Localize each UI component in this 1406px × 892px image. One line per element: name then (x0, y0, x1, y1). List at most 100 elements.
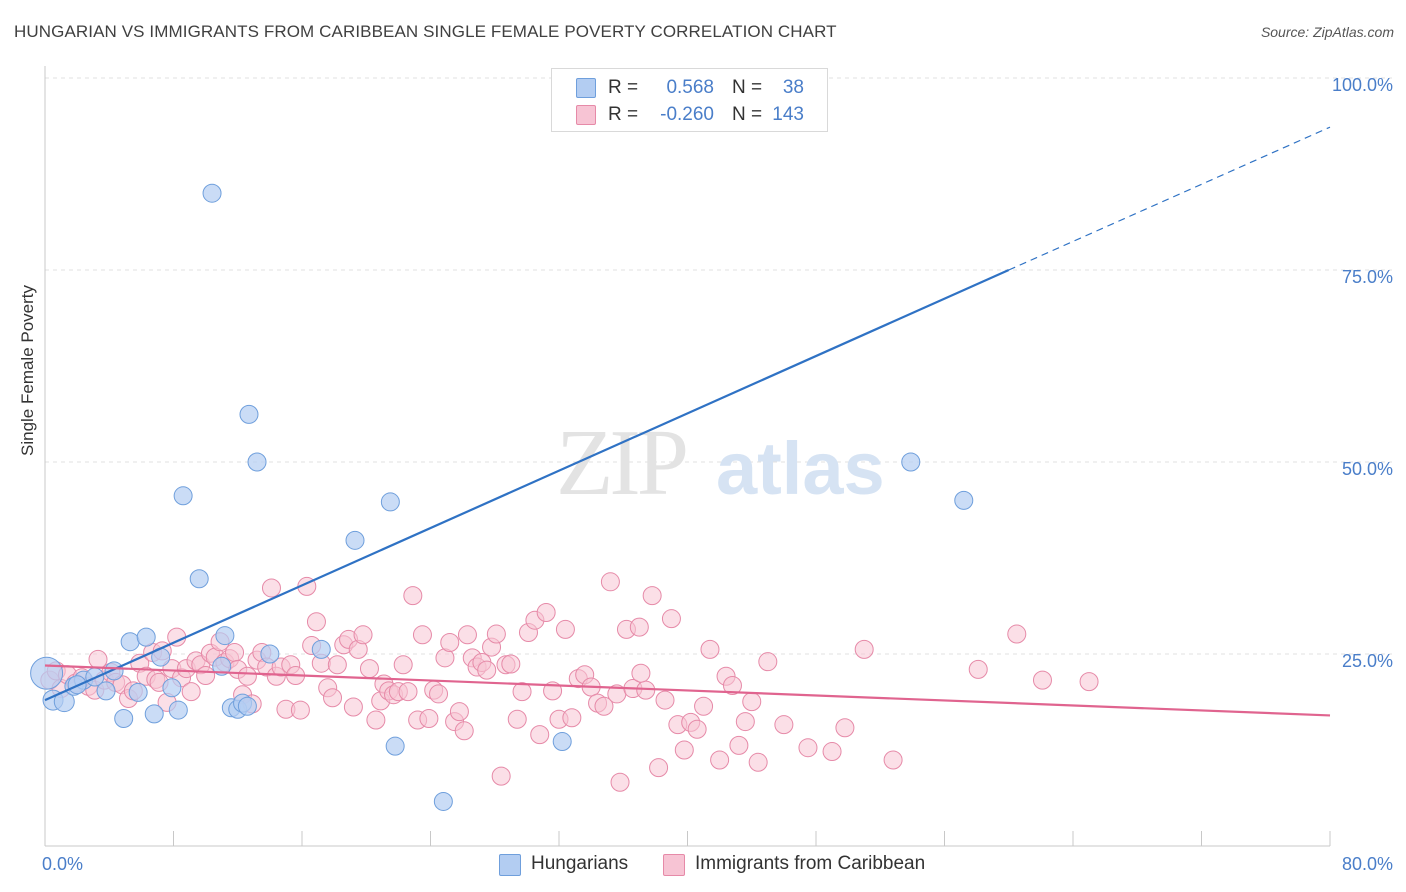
hungarian-trend-extension (1008, 126, 1331, 271)
y-tick-label: 50.0% (1342, 459, 1393, 479)
caribbean-point (729, 735, 749, 755)
caribbean-point (237, 666, 257, 686)
hungarian-point (173, 486, 193, 506)
legend-label: Immigrants from Caribbean (695, 853, 926, 874)
hungarian-point (136, 627, 156, 647)
stats-legend: R = 0.568 N = 38 R = -0.260 N = 143 (551, 68, 828, 132)
hungarian-point (237, 696, 257, 716)
hungarian-point (114, 709, 134, 729)
caribbean-point (359, 659, 379, 679)
caribbean-trend-line (44, 664, 1331, 717)
caribbean-points (40, 572, 1099, 792)
caribbean-point (774, 715, 794, 735)
caribbean-point (366, 710, 386, 730)
y-tick-label: 25.0% (1342, 651, 1393, 671)
caribbean-point (290, 700, 310, 720)
hungarian-point (345, 530, 365, 550)
watermark: ZIP atlas (556, 411, 885, 515)
caribbean-point (225, 642, 245, 662)
caribbean-point (512, 682, 532, 702)
caribbean-point (306, 612, 326, 632)
caribbean-point (440, 632, 460, 652)
hungarian-point (247, 452, 267, 472)
caribbean-point (454, 721, 474, 741)
caribbean-point (327, 655, 347, 675)
hungarian-point (128, 682, 148, 702)
legend-label: Hungarians (531, 853, 629, 874)
caribbean-point (403, 586, 423, 606)
caribbean-point (631, 663, 651, 683)
caribbean-point (594, 696, 614, 716)
caribbean-point (530, 725, 550, 745)
hungarian-point (901, 452, 921, 472)
hungarian-point (433, 791, 453, 811)
caribbean-point (196, 666, 216, 686)
n-label: N = (732, 77, 763, 98)
watermark-atlas: atlas (716, 427, 885, 510)
hungarian-point (120, 632, 140, 652)
caribbean-point (261, 578, 281, 598)
r-label: R = (608, 77, 639, 98)
hungarian-trend-line (44, 268, 1010, 702)
caribbean-point (661, 609, 681, 629)
hungarian-point (162, 678, 182, 698)
caribbean-point (610, 772, 630, 792)
caribbean-point (501, 654, 521, 674)
caribbean-point (722, 675, 742, 695)
caribbean-point (491, 766, 511, 786)
axes (44, 66, 1331, 847)
caribbean-point (477, 660, 497, 680)
y-axis-label: Single Female Poverty (18, 284, 37, 456)
r-value: 0.568 (666, 77, 714, 98)
hungarian-point (380, 492, 400, 512)
caribbean-point (555, 619, 575, 639)
caribbean-point (562, 708, 582, 728)
hungarian-point (552, 732, 572, 752)
caribbean-point (642, 586, 662, 606)
caribbean-point (323, 688, 343, 708)
caribbean-point (822, 742, 842, 762)
caribbean-point (629, 617, 649, 637)
r-label: R = (608, 104, 639, 125)
hungarian-point (189, 569, 209, 589)
caribbean-point (735, 712, 755, 732)
caribbean-point (700, 639, 720, 659)
hungarian-point (311, 639, 331, 659)
caribbean-point (1032, 670, 1052, 690)
hungarian-point (215, 626, 235, 646)
caribbean-point (429, 684, 449, 704)
caribbean-point (398, 682, 418, 702)
caribbean-point (694, 696, 714, 716)
hungarian-point (96, 681, 116, 701)
r-value: -0.260 (660, 104, 714, 125)
caribbean-point (883, 750, 903, 770)
caribbean-point (968, 659, 988, 679)
x-tick-label-max: 80.0% (1342, 854, 1393, 874)
series-legend: Hungarians Immigrants from Caribbean (0, 852, 1406, 878)
caribbean-point (742, 692, 762, 712)
hungarians-swatch (576, 78, 596, 98)
caribbean-point (687, 719, 707, 739)
y-tick-label: 75.0% (1342, 267, 1393, 287)
caribbean-point (536, 603, 556, 623)
caribbean-point (748, 752, 768, 772)
caribbean-point (1079, 672, 1099, 692)
caribbean-point (798, 738, 818, 758)
hungarian-point (239, 404, 259, 424)
caribbean-point (457, 625, 477, 645)
caribbean-point (655, 690, 675, 710)
hungarian-point (168, 700, 188, 720)
hungarians-swatch (499, 854, 521, 876)
caribbean-point (649, 758, 669, 778)
caribbean-point (181, 682, 201, 702)
caribbean-point (710, 750, 730, 770)
caribbean-point (507, 709, 527, 729)
y-tick-label: 100.0% (1332, 75, 1393, 95)
hungarian-point (260, 644, 280, 664)
caribbean-point (419, 709, 439, 729)
caribbean-point (486, 624, 506, 644)
caribbean-point (449, 702, 469, 722)
caribbean-point (854, 639, 874, 659)
n-value: 143 (772, 104, 804, 125)
